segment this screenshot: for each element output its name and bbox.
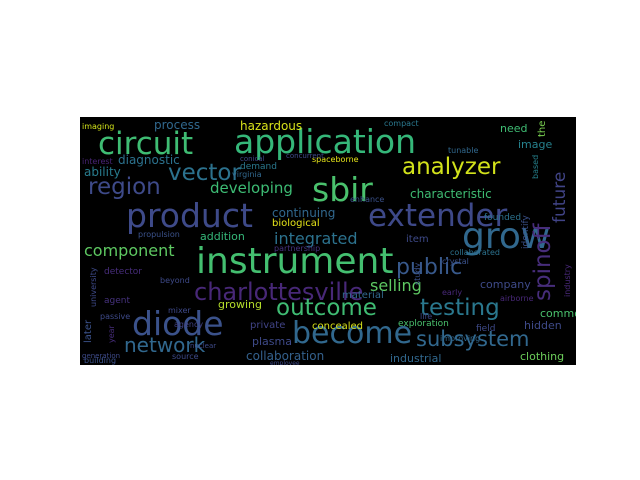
- cloud-word: early: [442, 288, 463, 297]
- cloud-word: growing: [218, 298, 262, 311]
- cloud-word: industry: [563, 264, 572, 297]
- cloud-word: crystal: [442, 257, 469, 266]
- cloud-word: exploration: [398, 319, 449, 329]
- cloud-word: ability: [84, 165, 121, 179]
- cloud-word: hazardous: [240, 119, 303, 133]
- cloud-word: industrial: [390, 352, 442, 365]
- cloud-word: extender: [368, 198, 508, 234]
- cloud-word: generation: [82, 352, 121, 360]
- cloud-word: application: [234, 122, 417, 161]
- cloud-word: hidden: [524, 319, 562, 332]
- cloud-word: source: [172, 352, 199, 361]
- cloud-word: product: [126, 196, 253, 235]
- cloud-word: plasma: [252, 335, 292, 348]
- cloud-word: conical: [240, 155, 265, 163]
- cloud-word: company: [480, 278, 531, 291]
- cloud-word: diode: [132, 304, 224, 343]
- cloud-word: passive: [100, 312, 131, 321]
- cloud-word: process: [154, 118, 201, 132]
- cloud-word: network: [124, 333, 206, 357]
- cloud-word: private: [250, 320, 286, 331]
- cloud-word: subsystem: [416, 327, 530, 351]
- cloud-word: collaborated: [450, 248, 500, 257]
- cloud-word: image: [518, 138, 553, 151]
- cloud-word: instrument: [196, 241, 394, 282]
- cloud-word: future: [550, 171, 570, 223]
- cloud-word: grow: [462, 216, 551, 257]
- cloud-word: year: [107, 325, 116, 343]
- cloud-word: imaging: [82, 122, 115, 131]
- cloud-word: tunable: [448, 146, 479, 155]
- cloud-word: developing: [210, 179, 293, 197]
- cloud-word: improving: [440, 334, 481, 343]
- cloud-word: integrated: [274, 229, 358, 248]
- cloud-word: material: [342, 290, 384, 301]
- cloud-word: demand: [240, 162, 277, 172]
- cloud-word: region: [88, 174, 161, 200]
- cloud-word: testing: [420, 295, 500, 321]
- cloud-word: concurrent: [286, 152, 324, 160]
- cloud-word: interest: [82, 157, 113, 166]
- cloud-word: addition: [200, 230, 245, 243]
- cloud-word: compact: [384, 119, 419, 128]
- cloud-word: characteristic: [410, 187, 492, 201]
- cloud-word: mixer: [168, 306, 191, 315]
- cloud-word: need: [500, 122, 528, 135]
- cloud-word: virginia: [232, 170, 262, 179]
- cloud-word: sbir: [312, 170, 373, 209]
- word-cloud: application circuit instrument product e…: [80, 117, 576, 365]
- cloud-word: study: [413, 262, 422, 285]
- cloud-word: building: [84, 356, 117, 365]
- cloud-word: component: [84, 241, 175, 260]
- cloud-word: item: [406, 234, 429, 245]
- cloud-word: airborne: [500, 294, 534, 303]
- cloud-word: partnership: [274, 244, 321, 253]
- cloud-word: public: [396, 255, 463, 280]
- cloud-word: founded: [484, 213, 522, 223]
- cloud-word: agency: [174, 320, 204, 329]
- cloud-word: outcome: [276, 295, 377, 321]
- cloud-word: the: [537, 120, 548, 137]
- cloud-word: later: [83, 319, 94, 343]
- cloud-word: biological: [272, 218, 320, 229]
- cloud-word: beyond: [160, 276, 190, 285]
- cloud-word: field: [476, 324, 496, 334]
- cloud-word: charlottesville: [194, 278, 364, 306]
- cloud-word: based: [531, 154, 540, 179]
- cloud-word: spinoff: [530, 223, 556, 301]
- cloud-word: analyzer: [402, 154, 501, 180]
- cloud-word: university: [89, 267, 98, 307]
- cloud-word: detector: [104, 267, 142, 277]
- cloud-word: propulsion: [138, 230, 180, 239]
- cloud-word: identify: [521, 215, 531, 249]
- cloud-word: nuclear: [190, 342, 217, 350]
- cloud-word: diagnostic: [118, 153, 180, 167]
- cloud-word: vector: [168, 160, 241, 186]
- cloud-word: common: [540, 307, 576, 320]
- cloud-word: selling: [370, 276, 422, 295]
- cloud-word: clothing: [520, 350, 565, 363]
- cloud-word: life: [420, 312, 433, 321]
- cloud-word: circuit: [98, 126, 194, 162]
- cloud-word: concealed: [312, 321, 364, 332]
- cloud-word: enhance: [350, 195, 385, 204]
- cloud-word: become: [292, 316, 413, 351]
- cloud-word: continuing: [272, 206, 336, 220]
- cloud-word: spaceborne: [312, 155, 359, 164]
- cloud-word: employee: [270, 360, 300, 366]
- cloud-word: collaboration: [246, 349, 325, 363]
- cloud-word: agent: [104, 296, 130, 306]
